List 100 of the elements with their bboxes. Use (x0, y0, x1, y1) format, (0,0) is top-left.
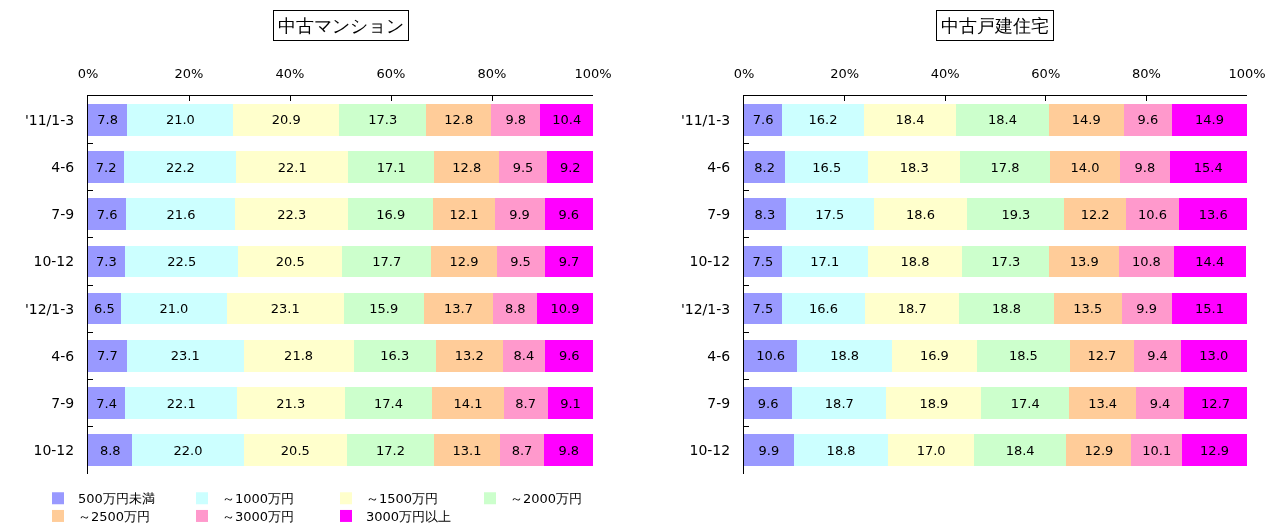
bar (547, 387, 593, 419)
y-tick-label: 10-12 (689, 442, 731, 459)
bar (125, 387, 237, 419)
y-tick-label: '11/1-3 (680, 111, 731, 128)
x-tick-label: 40% (275, 66, 305, 82)
data-label: 15.4 (1193, 159, 1223, 175)
data-label: 18.4 (988, 112, 1018, 128)
data-label: 12.9 (449, 253, 479, 269)
bar (785, 198, 874, 231)
bar (962, 245, 1050, 278)
data-label: 7.7 (97, 348, 118, 364)
bar (873, 198, 968, 231)
bar (1066, 434, 1132, 467)
bar (545, 340, 593, 372)
data-label: 12.8 (452, 159, 482, 175)
bar (1119, 245, 1174, 278)
data-label: 6.5 (94, 301, 115, 317)
data-label: 13.1 (452, 442, 482, 458)
bar (1048, 104, 1124, 136)
data-label: 12.7 (1201, 395, 1231, 411)
bar (976, 340, 1070, 372)
bar (1173, 245, 1246, 278)
bar (744, 340, 798, 372)
bar (1181, 340, 1247, 372)
bar (973, 434, 1067, 467)
data-label: 8.3 (754, 206, 776, 222)
bar (348, 198, 434, 231)
data-label: 12.8 (444, 112, 474, 128)
bar (1172, 104, 1247, 136)
y-tick-label: 4-6 (51, 347, 75, 364)
data-label: 7.8 (97, 112, 119, 128)
data-label: 18.8 (826, 442, 856, 458)
bar (888, 434, 974, 467)
bar (544, 245, 593, 278)
bar (868, 151, 961, 183)
data-label: 9.9 (1136, 301, 1157, 317)
data-label: 14.9 (1071, 112, 1101, 128)
data-label: 18.7 (824, 395, 854, 411)
data-label: 10.6 (1137, 206, 1167, 222)
data-label: 13.9 (1069, 253, 1099, 269)
bar (544, 198, 593, 231)
bar (500, 434, 545, 467)
data-label: 18.4 (895, 112, 925, 128)
data-label: 14.4 (1195, 253, 1225, 269)
data-label: 16.5 (812, 159, 842, 175)
bar (959, 292, 1054, 325)
data-label: 18.8 (830, 348, 860, 364)
y-tick-label: 4-6 (707, 347, 731, 364)
bar (499, 151, 548, 183)
y-tick-label: 7-9 (51, 394, 75, 411)
data-label: 16.9 (919, 348, 949, 364)
data-label: 9.6 (757, 395, 779, 411)
data-label: 9.9 (509, 206, 530, 222)
data-label: 9.8 (505, 112, 527, 128)
x-tick-label: 80% (477, 66, 507, 82)
data-label: 7.5 (752, 253, 774, 269)
bar (744, 104, 783, 136)
bar (744, 245, 782, 278)
data-label: 22.1 (166, 395, 196, 411)
bar (1064, 198, 1126, 231)
data-label: 21.0 (159, 301, 189, 317)
bar (243, 434, 348, 467)
bar (502, 340, 546, 372)
bar (1121, 292, 1172, 325)
bar (496, 245, 545, 278)
bar (342, 245, 432, 278)
data-label: 9.5 (512, 159, 534, 175)
bar (797, 340, 892, 372)
data-label: 15.9 (369, 301, 399, 317)
data-label: 7.6 (752, 112, 774, 128)
data-label: 15.1 (1195, 301, 1224, 317)
bar (243, 340, 354, 372)
legend-label: ～3000万円 (222, 509, 295, 525)
data-label: 12.2 (1080, 206, 1110, 222)
data-label: 21.6 (166, 206, 196, 222)
bar (1069, 340, 1134, 372)
bar (88, 198, 127, 231)
legend-label: 3000万円以上 (366, 509, 452, 525)
data-label: 16.3 (380, 348, 410, 364)
data-label: 10.8 (1131, 253, 1161, 269)
bar (793, 434, 889, 467)
legend-label: ～1500万円 (366, 491, 439, 507)
data-label: 7.3 (96, 253, 117, 269)
bar (233, 104, 339, 136)
bar (236, 387, 345, 419)
data-label: 21.3 (276, 395, 306, 411)
bar (124, 245, 239, 278)
bar (120, 292, 227, 325)
data-label: 16.2 (808, 112, 838, 128)
bar (88, 245, 125, 278)
bar (490, 104, 541, 136)
data-label: 9.4 (1149, 395, 1171, 411)
bar (540, 104, 593, 136)
x-tick-label: 100% (1228, 66, 1266, 82)
data-label: 16.9 (376, 206, 406, 222)
y-tick-label: 7-9 (707, 394, 731, 411)
bar (960, 151, 1050, 183)
data-label: 13.4 (1088, 395, 1118, 411)
data-label: 17.3 (991, 253, 1021, 269)
data-label: 8.2 (754, 159, 775, 175)
